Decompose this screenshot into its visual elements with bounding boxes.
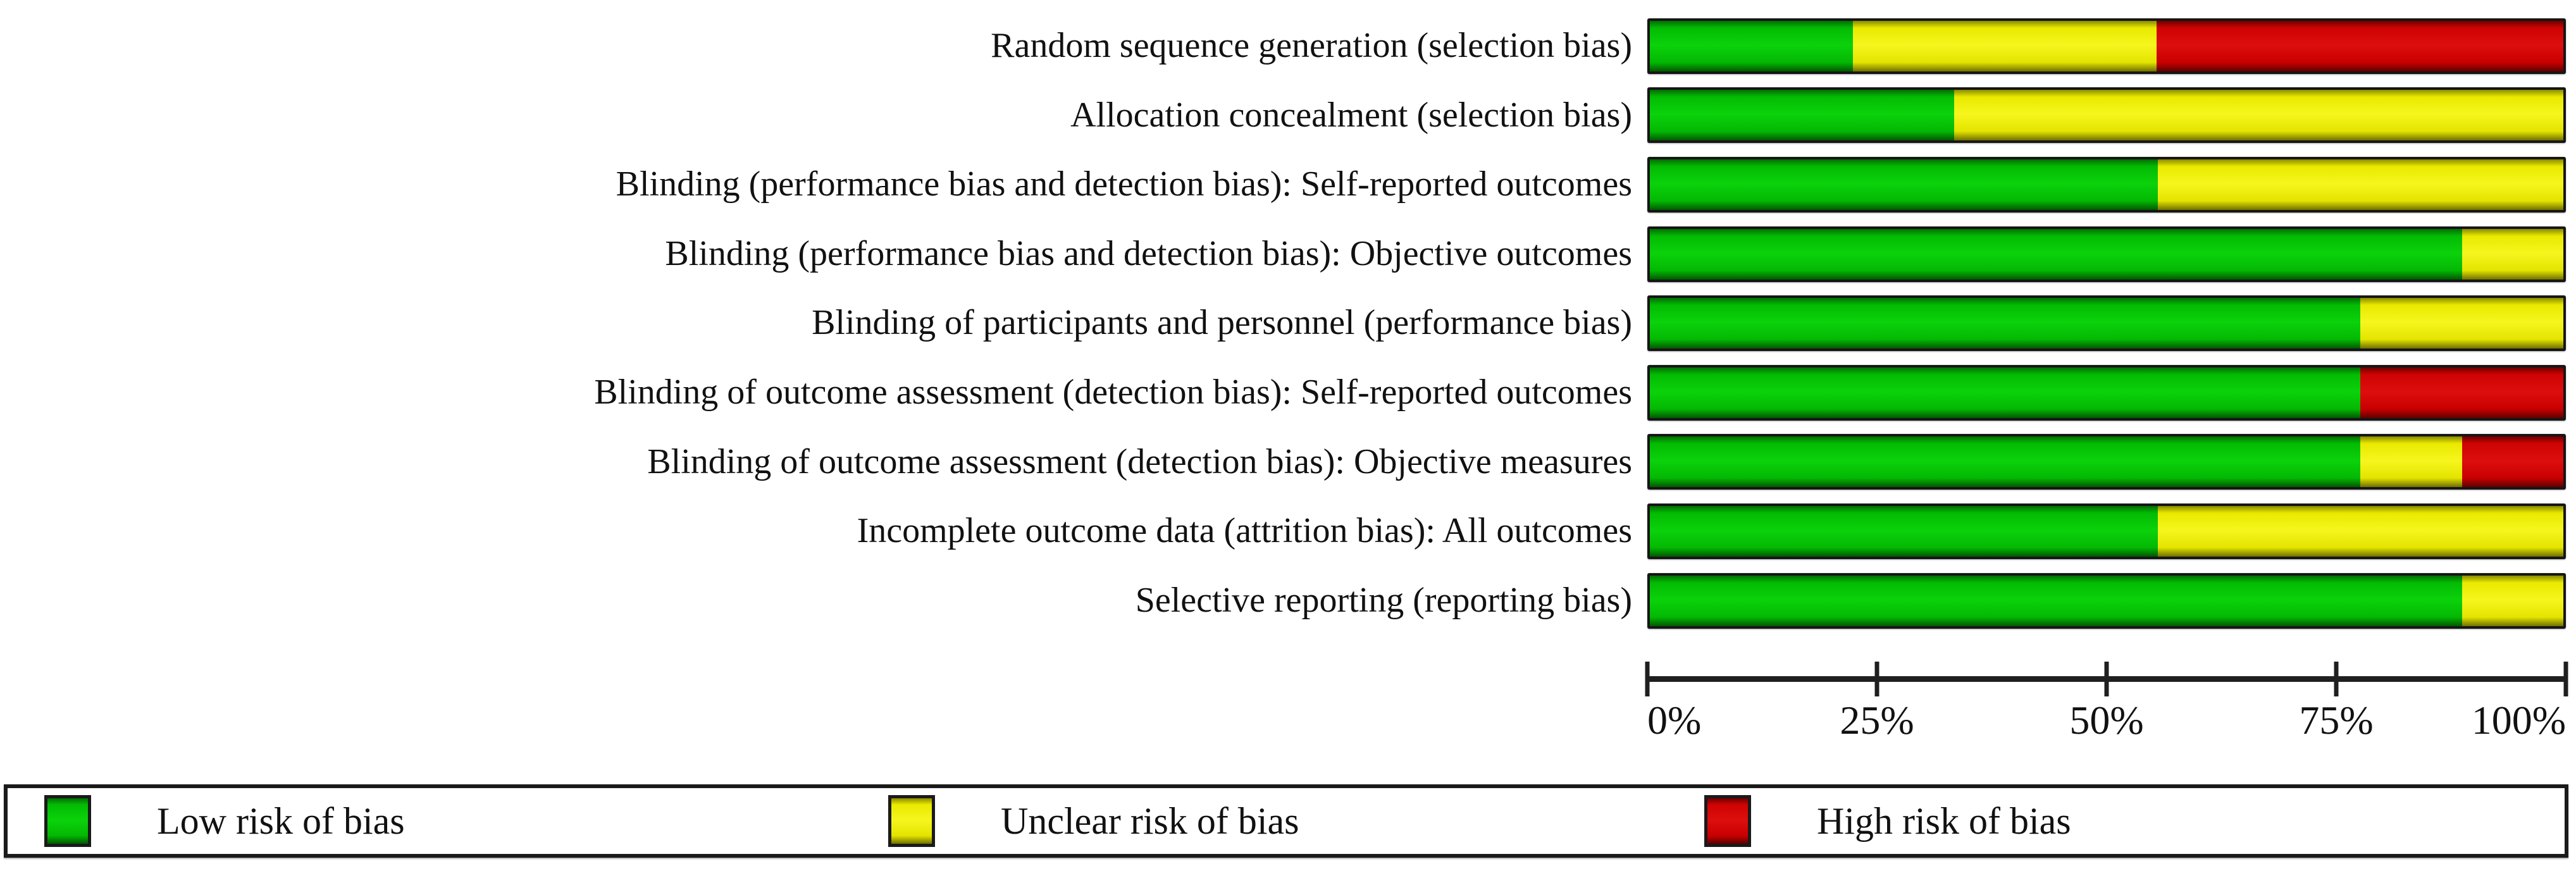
legend-swatch-high (1704, 795, 1751, 847)
bar-segment-low (1650, 228, 2462, 280)
chart-rows: Random sequence generation (selection bi… (0, 11, 2566, 635)
x-axis: 0% 25% 50% 75% 100% (1645, 662, 2568, 750)
chart-row: Blinding of participants and personnel (… (0, 288, 2566, 358)
axis-tick (2334, 662, 2339, 696)
row-label: Blinding (performance bias and detection… (616, 164, 1632, 204)
bar-segment-unclear (2461, 575, 2563, 626)
chart-row: Selective reporting (reporting bias) (0, 566, 2566, 636)
axis-tick-label: 50% (2069, 698, 2144, 743)
chart-row: Blinding of outcome assessment (detectio… (0, 428, 2566, 497)
row-bar (1647, 87, 2566, 144)
bar-segment-low (1650, 20, 1853, 71)
row-label: Selective reporting (reporting bias) (1135, 580, 1632, 620)
bar-segment-unclear (2157, 505, 2563, 557)
bar-segment-low (1650, 575, 2462, 626)
axis-tick (1645, 662, 1650, 696)
legend-swatch-low (44, 795, 91, 847)
legend: Low risk of bias Unclear risk of bias High… (4, 784, 2568, 858)
bar-segment-unclear (2360, 436, 2462, 488)
stacked-bar (1647, 87, 2566, 144)
bar-segment-low (1650, 367, 2361, 418)
bar-segment-high (2360, 367, 2563, 418)
bar-segment-unclear (2157, 159, 2563, 210)
row-bar (1647, 503, 2566, 559)
bar-segment-low (1650, 90, 1954, 141)
bar-segment-low (1650, 298, 2361, 349)
stacked-bar (1647, 572, 2566, 629)
row-label: Blinding of outcome assessment (detectio… (594, 372, 1632, 412)
chart-row: Incomplete outcome data (attrition bias)… (0, 497, 2566, 566)
row-bar (1647, 364, 2566, 421)
bar-segment-low (1650, 159, 2158, 210)
legend-swatch-unclear (888, 795, 935, 847)
axis-tick (1874, 662, 1879, 696)
stacked-bar (1647, 18, 2566, 74)
row-label: Allocation concealment (selection bias) (1070, 95, 1632, 135)
axis-tick (2104, 662, 2109, 696)
stacked-bar (1647, 156, 2566, 213)
chart-row: Random sequence generation (selection bi… (0, 11, 2566, 81)
bar-segment-low (1650, 436, 2361, 488)
legend-item: High risk of bias (1704, 788, 2071, 854)
bar-segment-unclear (1852, 20, 2157, 71)
axis-tick-label: 25% (1840, 698, 1914, 743)
bar-segment-high (2461, 436, 2563, 488)
row-bar (1647, 18, 2566, 74)
chart-row: Blinding of outcome assessment (detectio… (0, 358, 2566, 428)
stacked-bar (1647, 434, 2566, 490)
bar-segment-unclear (2360, 298, 2563, 349)
axis-tick-label: 0% (1647, 698, 1702, 743)
legend-label: High risk of bias (1817, 800, 2071, 842)
row-label: Incomplete outcome data (attrition bias)… (857, 511, 1632, 551)
chart-row: Blinding (performance bias and detection… (0, 219, 2566, 289)
stacked-bar (1647, 226, 2566, 282)
legend-label: Low risk of bias (157, 800, 405, 842)
row-label: Blinding of outcome assessment (detectio… (647, 442, 1632, 481)
row-bar (1647, 572, 2566, 629)
stacked-bar (1647, 503, 2566, 559)
row-label: Random sequence generation (selection bi… (991, 26, 1632, 65)
axis-tick (2563, 662, 2568, 696)
legend-item: Low risk of bias (44, 788, 405, 854)
legend-item: Unclear risk of bias (888, 788, 1299, 854)
bar-segment-high (2157, 20, 2563, 71)
row-label: Blinding of participants and personnel (… (812, 303, 1632, 343)
chart-row: Blinding (performance bias and detection… (0, 150, 2566, 219)
row-bar (1647, 434, 2566, 490)
bar-segment-low (1650, 505, 2158, 557)
bar-segment-unclear (2461, 228, 2563, 280)
axis-tick-label: 75% (2299, 698, 2374, 743)
axis-tick-label: 100% (2471, 698, 2566, 743)
row-bar (1647, 156, 2566, 213)
chart-row: Allocation concealment (selection bias) (0, 81, 2566, 151)
bar-segment-unclear (1954, 90, 2563, 141)
stacked-bar (1647, 364, 2566, 421)
row-label: Blinding (performance bias and detection… (665, 233, 1632, 273)
row-bar (1647, 295, 2566, 352)
row-bar (1647, 226, 2566, 282)
legend-label: Unclear risk of bias (1001, 800, 1299, 842)
stacked-bar (1647, 295, 2566, 352)
